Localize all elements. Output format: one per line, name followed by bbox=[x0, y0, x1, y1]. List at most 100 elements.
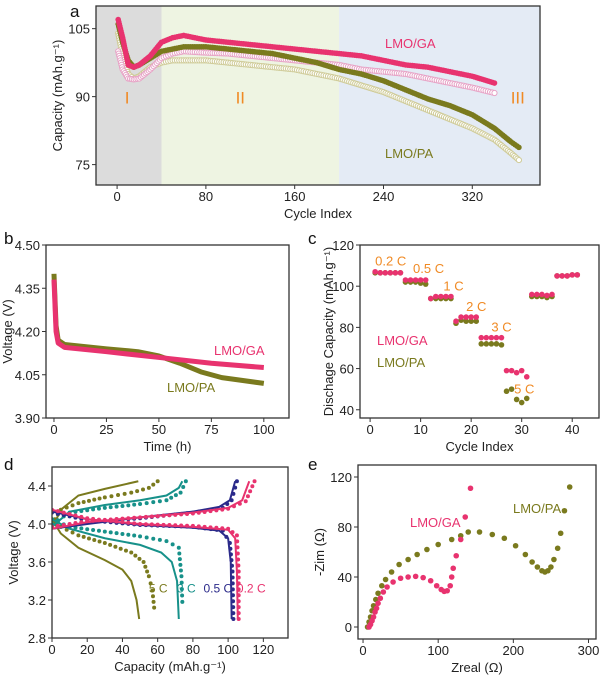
curve-dot bbox=[55, 518, 60, 523]
curve-dot bbox=[79, 520, 84, 525]
curve-dot bbox=[67, 522, 72, 526]
curve-dot bbox=[155, 479, 160, 484]
rate-label: 3 C bbox=[177, 581, 196, 595]
y-tick-label: 75 bbox=[76, 158, 90, 173]
curve-dot bbox=[177, 551, 182, 556]
data-point-pa bbox=[523, 395, 530, 402]
curve-dot bbox=[173, 493, 178, 498]
data-point-ga bbox=[402, 277, 409, 283]
curve-dot bbox=[224, 534, 229, 539]
data-point-pa bbox=[534, 564, 541, 570]
curve-dot bbox=[120, 516, 125, 521]
panel-letter-e: e bbox=[308, 455, 317, 474]
curve-dot bbox=[161, 522, 166, 527]
data-point-ga bbox=[444, 587, 451, 594]
data-point-ga bbox=[554, 273, 560, 279]
curve-dot bbox=[179, 574, 184, 579]
region-3-background bbox=[339, 6, 540, 185]
y-axis-label: Voltage (V) bbox=[0, 299, 15, 363]
x-axis-label: Cycle Index bbox=[446, 439, 514, 454]
data-point-pa bbox=[424, 546, 430, 553]
curve-dot bbox=[120, 531, 125, 536]
series-label-lmo-ga: LMO/GA bbox=[385, 36, 436, 51]
curve-dot bbox=[225, 502, 230, 507]
curve-dot bbox=[96, 528, 101, 533]
curve-dot bbox=[177, 557, 182, 562]
y-axis-label: Voltage (V) bbox=[6, 520, 21, 584]
curve-dot bbox=[196, 524, 201, 529]
panel-letter-b: b bbox=[4, 229, 13, 248]
curve-dot bbox=[202, 509, 207, 514]
curve-dot bbox=[76, 501, 81, 506]
curve-dot bbox=[151, 500, 156, 505]
curve-dot bbox=[86, 536, 91, 541]
data-point-ga bbox=[447, 582, 454, 589]
data-point-ga bbox=[420, 574, 426, 581]
data-point-ga bbox=[457, 536, 464, 543]
curve-dot bbox=[230, 569, 235, 574]
y-tick-label: 40 bbox=[340, 403, 354, 418]
x-axis-label: Zreal (Ω) bbox=[451, 660, 503, 675]
curve-dot bbox=[144, 501, 149, 506]
curve-dot bbox=[132, 502, 137, 507]
curve-dot bbox=[73, 513, 78, 518]
curve-dot bbox=[138, 502, 143, 507]
y-tick-label: 120 bbox=[330, 470, 352, 485]
rate-label: 0.5 C bbox=[413, 261, 444, 276]
panel-e: 0 100 200 300 0 40 80 120 Zreal (Ω) -Zim (Ω) bbox=[312, 464, 600, 675]
curve-dot bbox=[102, 517, 107, 522]
curve-dot bbox=[252, 479, 257, 484]
curve-dot bbox=[235, 551, 240, 556]
data-point-pa bbox=[476, 529, 483, 535]
x-tick-label: 0 bbox=[366, 422, 373, 437]
curve-dot bbox=[126, 503, 131, 508]
curve-dot bbox=[190, 523, 195, 528]
curve-dot bbox=[132, 521, 137, 526]
data-point-pa bbox=[489, 531, 496, 538]
curve-dot bbox=[178, 490, 183, 495]
curve-dot bbox=[92, 497, 97, 502]
data-point-ga bbox=[493, 334, 500, 341]
curve-dot bbox=[231, 617, 236, 621]
curve-dot bbox=[132, 515, 137, 520]
curve-dot bbox=[183, 479, 188, 484]
curve-dot bbox=[180, 599, 185, 604]
x-tick-label: 40 bbox=[565, 422, 579, 437]
curve-line bbox=[52, 518, 180, 620]
data-point-ga bbox=[473, 314, 480, 320]
curve-dot bbox=[230, 581, 235, 586]
data-point-pa bbox=[468, 318, 474, 325]
data-point-ga bbox=[448, 293, 454, 300]
curves bbox=[52, 479, 257, 621]
curve-dot bbox=[164, 498, 169, 503]
series-label-lmo-ga: LMO/GA bbox=[377, 333, 428, 348]
curve-dot bbox=[185, 511, 190, 516]
data-point-ga bbox=[534, 291, 540, 298]
curve-dot bbox=[109, 494, 114, 499]
curve-dot bbox=[179, 580, 184, 585]
curve-dot bbox=[116, 493, 121, 498]
y-tick-label: 80 bbox=[340, 320, 354, 335]
y-tick-label: 4.0 bbox=[28, 517, 46, 532]
curve-dot bbox=[151, 482, 156, 487]
data-point-pa bbox=[561, 507, 568, 514]
curve-dot bbox=[190, 511, 195, 516]
curve-dot bbox=[129, 490, 134, 495]
plot-frame bbox=[359, 244, 600, 419]
data-point-ga bbox=[518, 367, 525, 374]
x-tick-label: 300 bbox=[578, 643, 600, 658]
data-point-ga bbox=[528, 291, 535, 298]
data-point-pa bbox=[516, 144, 522, 151]
rate-label: 1 C bbox=[443, 278, 463, 293]
curve-dot bbox=[173, 523, 178, 528]
curve-dot bbox=[230, 575, 235, 580]
curve-dot bbox=[176, 545, 181, 550]
y-tick-label: 4.35 bbox=[15, 281, 40, 296]
curve-dot bbox=[179, 512, 184, 517]
data-point-pa bbox=[513, 396, 520, 403]
data-point-ga bbox=[462, 514, 469, 520]
curve-dot bbox=[150, 588, 155, 593]
data-point-ga bbox=[377, 595, 384, 602]
y-tick-label: 60 bbox=[340, 362, 354, 377]
panel-d: 5 C 3 C 0.5 C 0.2 C 0 20 40 60 80 100 120 2.8 3.2 3.6… bbox=[6, 466, 289, 674]
